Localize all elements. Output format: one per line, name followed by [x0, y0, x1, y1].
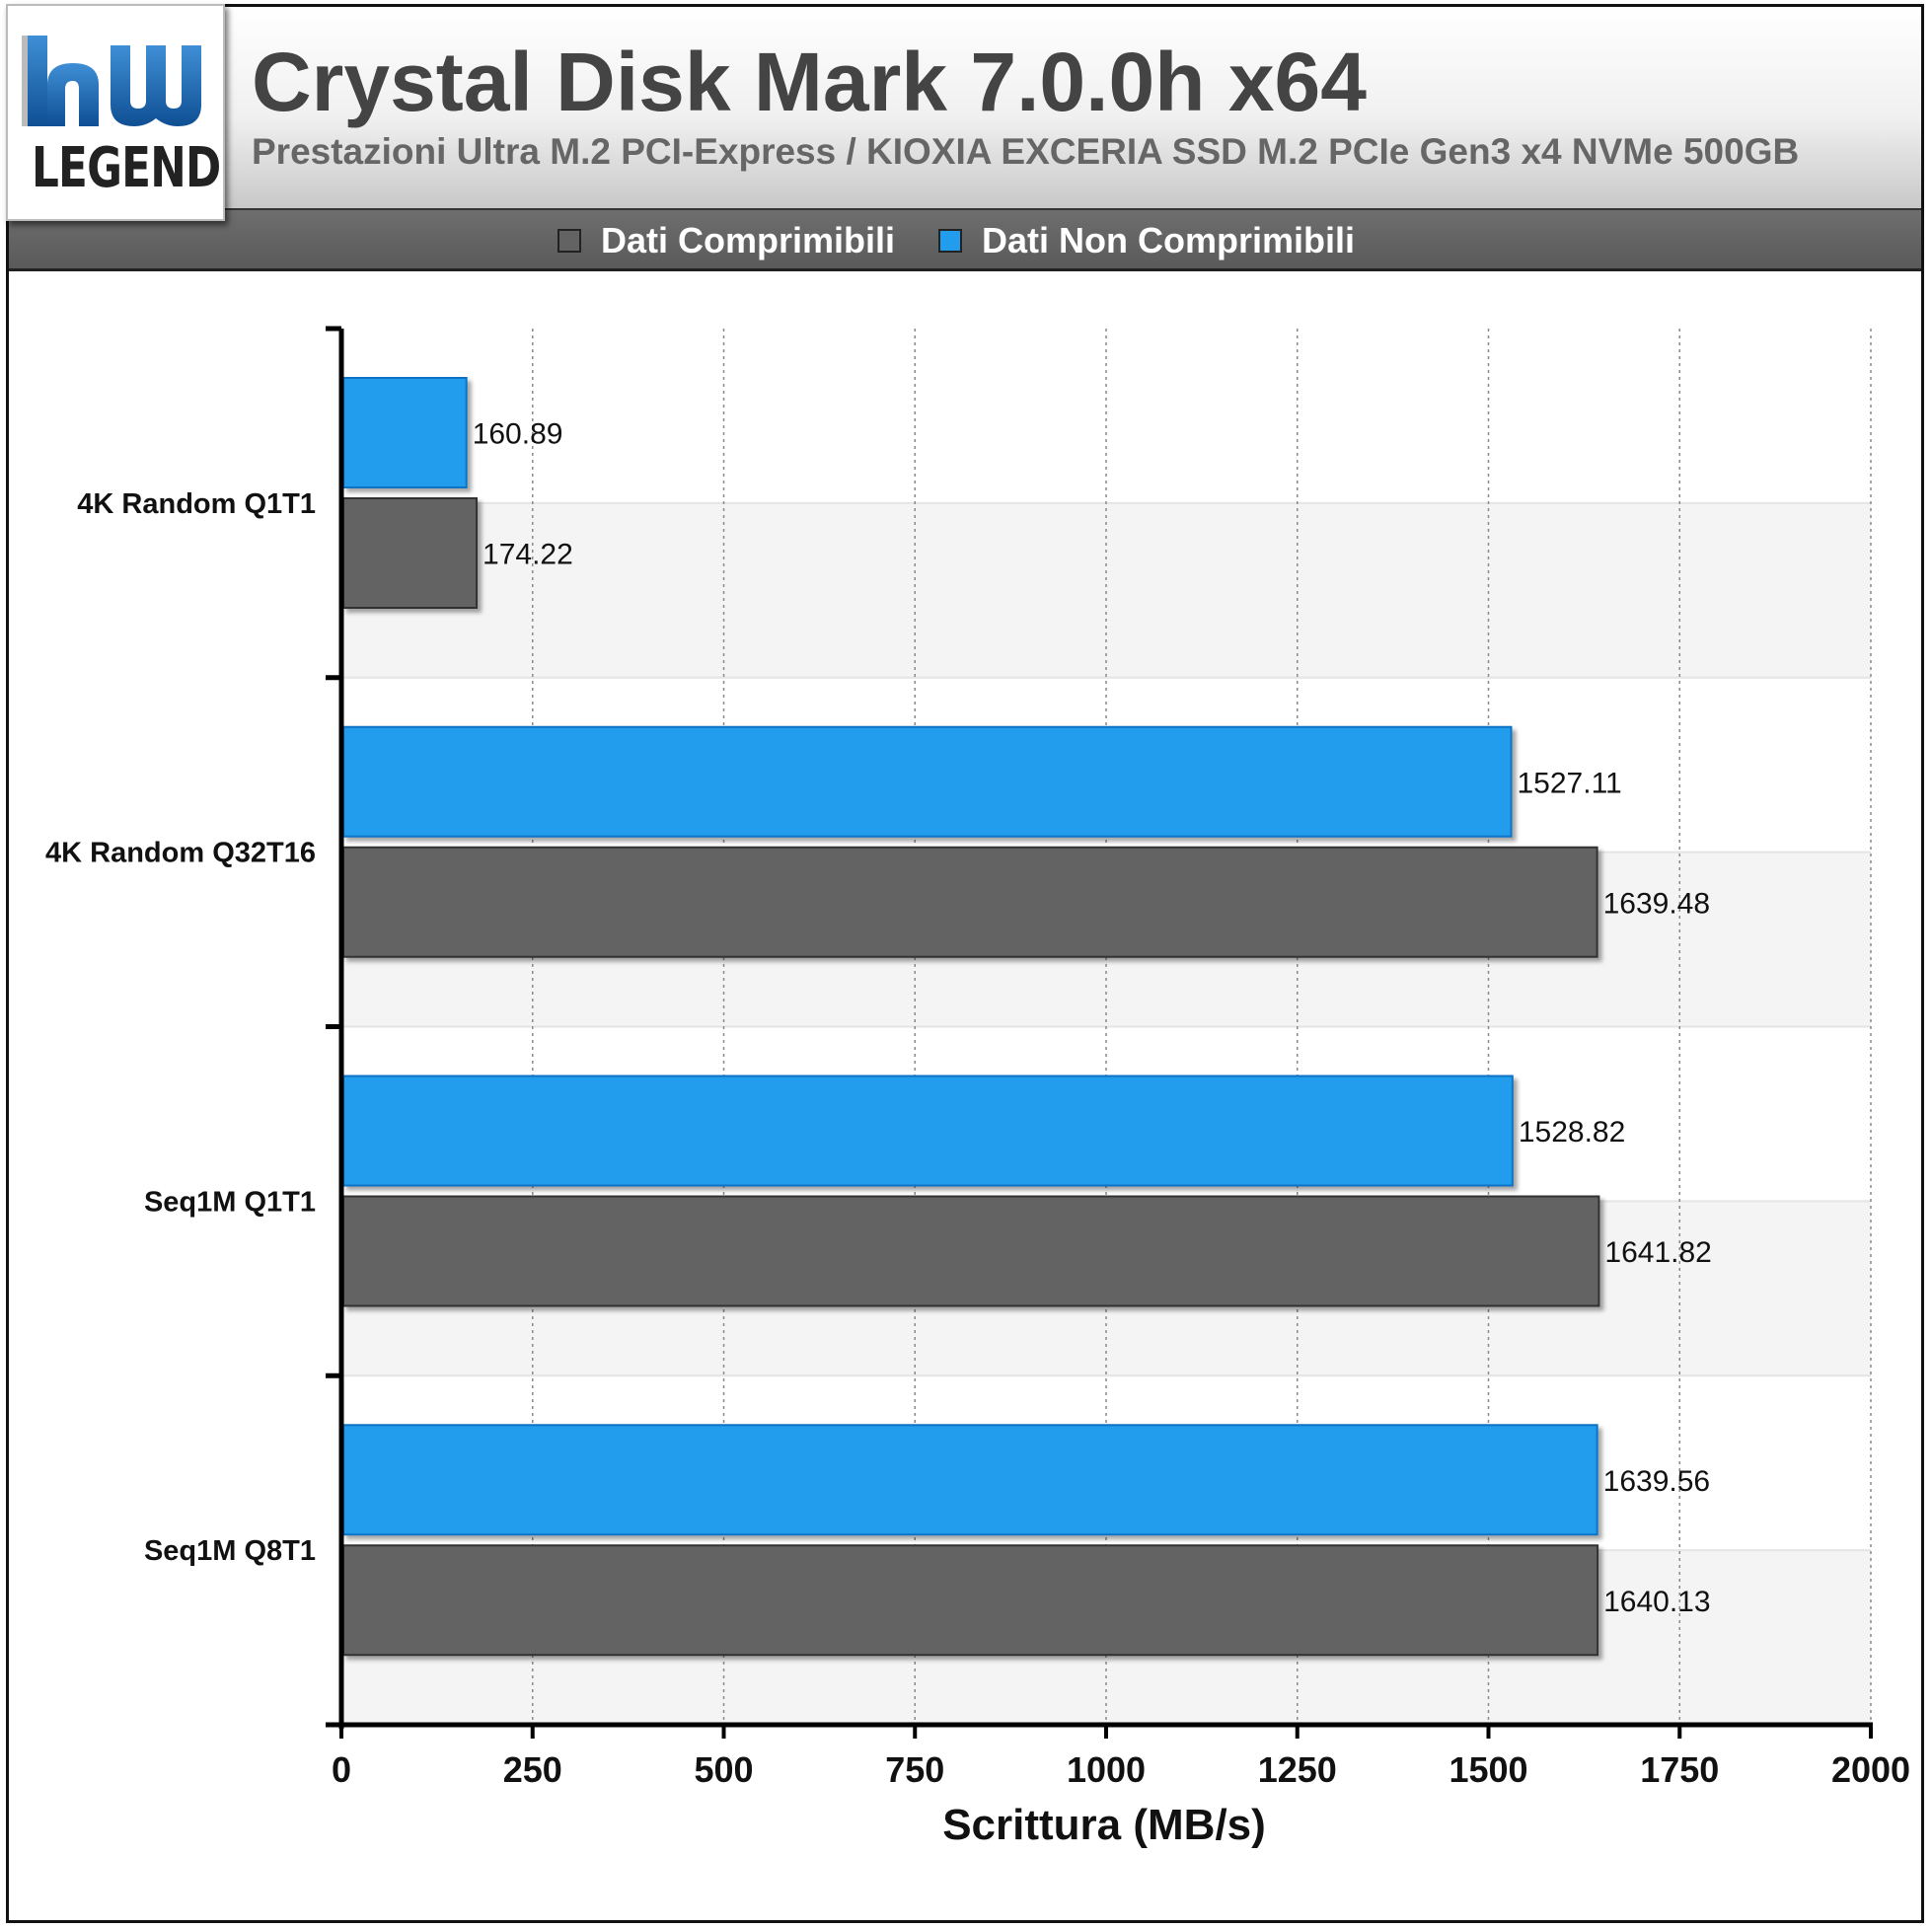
legend-item-compressible: Dati Comprimibili [557, 220, 896, 260]
bar-compressible [342, 497, 479, 609]
value-label: 1528.82 [1519, 1116, 1625, 1149]
legend-label-incompressible: Dati Non Comprimibili [982, 220, 1355, 260]
x-tick-label: 250 [503, 1749, 562, 1790]
value-label: 1639.56 [1603, 1465, 1710, 1498]
bars [342, 377, 1600, 1657]
bar-incompressible [342, 377, 468, 488]
x-tick-label: 1750 [1640, 1749, 1719, 1790]
value-label: 1639.48 [1603, 887, 1710, 920]
bar-incompressible [342, 1075, 1514, 1187]
plot-band [341, 329, 1871, 503]
chart-title: Crystal Disk Mark 7.0.0h x64 [252, 36, 1367, 128]
x-axis-title: Scrittura (MB/s) [942, 1801, 1266, 1849]
chart-labels: 160.89 174.22 4K Random Q1T1 1527.11 1639.48… [45, 418, 1910, 1791]
logo-wordmark: LEGEND [31, 136, 221, 200]
value-label: 1527.11 [1518, 767, 1622, 799]
legend-item-incompressible: Dati Non Comprimibili [938, 220, 1355, 260]
axes [326, 326, 1873, 1739]
bar-compressible [342, 1544, 1599, 1657]
value-label: 174.22 [483, 539, 573, 571]
bar-incompressible [342, 1424, 1598, 1536]
x-tick-label: 1250 [1258, 1749, 1337, 1790]
category-label: 4K Random Q1T1 [77, 488, 316, 520]
grid-lines [532, 329, 1872, 1725]
x-tick-label: 0 [332, 1749, 351, 1790]
x-tick-label: 500 [694, 1749, 753, 1790]
value-label: 1641.82 [1604, 1236, 1711, 1269]
category-label: Seq1M Q8T1 [144, 1535, 316, 1567]
bar-compressible [342, 846, 1598, 958]
value-label: 160.89 [473, 418, 563, 451]
x-tick-label: 1500 [1449, 1749, 1527, 1790]
legend-swatch-incompressible [938, 229, 962, 253]
chart-header: Crystal Disk Mark 7.0.0h x64 Prestazioni… [9, 7, 1921, 210]
value-label: 1640.13 [1603, 1586, 1710, 1618]
bar-incompressible [342, 725, 1513, 838]
category-label: 4K Random Q32T16 [45, 838, 316, 869]
legend-label-compressible: Dati Comprimibili [601, 220, 896, 260]
x-tick-label: 750 [885, 1749, 944, 1790]
bar-compressible [342, 1195, 1600, 1307]
hw-logo-mark-icon [22, 36, 201, 126]
category-label: Seq1M Q1T1 [144, 1186, 316, 1218]
x-tick-label: 1000 [1067, 1749, 1146, 1790]
x-tick-label: 2000 [1831, 1749, 1910, 1790]
hwlegend-logo: LEGEND [6, 4, 225, 221]
legend: Dati Comprimibili Dati Non Comprimibili [9, 208, 1921, 271]
legend-swatch-compressible [557, 229, 581, 253]
chart-subtitle: Prestazioni Ultra M.2 PCI-Express / KIOX… [252, 131, 1800, 172]
